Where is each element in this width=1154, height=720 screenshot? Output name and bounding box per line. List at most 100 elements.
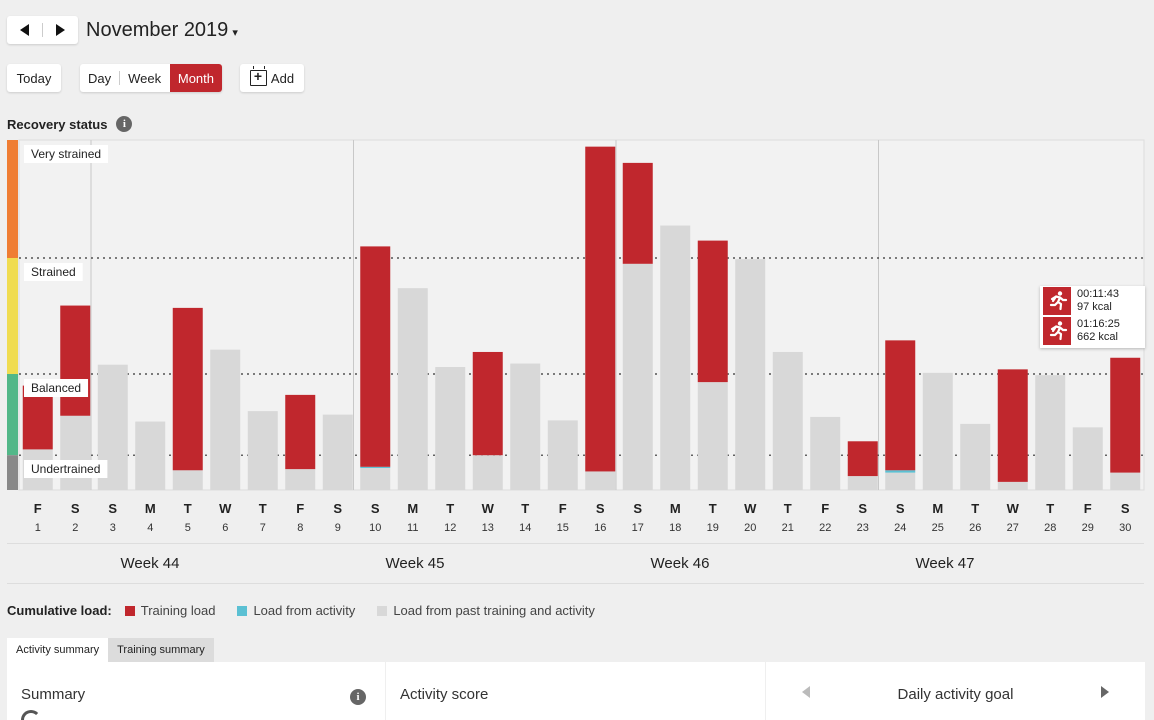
day-letter: S [633,501,642,516]
summary-title: Summary [21,686,86,703]
bar-past [1072,427,1103,490]
tooltip-row[interactable]: 01:16:25 662 kcal [1040,316,1145,346]
bar-past [922,372,953,490]
tooltip-kcal: 662 kcal [1077,331,1118,343]
zone-label: Strained [31,265,76,279]
day-letter: S [596,501,605,516]
day-number: 22 [819,522,831,534]
divider [42,23,43,37]
day-letter: T [259,501,267,516]
bar-past [1110,472,1141,490]
bar-past [960,423,991,490]
day-letter: T [971,501,979,516]
legend-label-training: Training load [140,603,216,618]
tooltip-kcal: 97 kcal [1077,301,1112,313]
bar-training [697,240,728,383]
info-icon[interactable]: i [116,116,133,132]
day-number: 30 [1119,522,1131,534]
bar-training [172,307,203,471]
day-letter: M [670,501,681,516]
month-view-button[interactable]: Month [169,64,222,92]
day-letter: T [184,501,192,516]
day-letter: M [145,501,156,516]
info-icon[interactable]: i [350,689,366,705]
arrow-right-icon [56,24,65,36]
bar-training [997,369,1028,482]
day-number: 24 [894,522,906,534]
day-letter: W [219,501,232,516]
tab-training-summary[interactable]: Training summary [108,638,214,662]
day-number: 28 [1044,522,1056,534]
bar-training [885,340,916,471]
view-switcher: Day Week Month [80,64,222,92]
day-number: 4 [147,522,153,534]
day-number: 15 [557,522,569,534]
bar-past [60,415,91,490]
week-label: Week 46 [651,555,710,572]
next-month-button[interactable] [43,16,78,44]
legend-swatch-past [377,605,388,616]
day-letter: S [108,501,117,516]
day-letter: T [521,501,529,516]
legend-swatch-training [124,605,135,616]
day-number: 29 [1082,522,1094,534]
day-view-button[interactable]: Day [88,70,112,86]
zone-label: Very strained [31,147,101,161]
day-number: 19 [707,522,719,534]
day-number: 11 [407,522,418,534]
day-letter: M [407,501,418,516]
prev-month-button[interactable] [7,16,42,44]
day-letter: S [333,501,342,516]
zone-label-bg [24,263,83,281]
week-view-button[interactable]: Week [128,70,162,86]
bar-past [885,472,916,490]
bar-past [847,476,878,490]
zone-label-bg [24,460,108,478]
bar-past [435,367,466,490]
plot-area [18,139,1145,491]
divider [7,583,1144,584]
recovery-status-title: Recovery status [7,116,108,132]
calendar-add-icon [249,66,267,86]
day-number: 6 [222,522,228,534]
bar-past [210,349,241,490]
summary-panel: Summary i [7,662,385,720]
day-number: 18 [669,522,681,534]
day-letter: T [446,501,454,516]
legend-label-activity: Load from activity [253,603,356,618]
bar-training [60,305,91,416]
tab-activity-summary[interactable]: Activity summary [7,638,109,662]
bar-past [360,467,391,490]
arrow-left-icon[interactable] [802,686,810,698]
bar-training [472,351,503,456]
day-letter: F [559,501,567,516]
bar-past [247,411,278,490]
tooltip-duration: 00:11:43 [1077,288,1120,300]
add-label: Add [270,70,295,86]
arrow-right-icon[interactable] [1101,686,1109,698]
zone-strip [7,374,18,456]
tooltip-row[interactable]: 00:11:43 97 kcal [1040,286,1145,316]
legend-title: Cumulative load: [7,603,112,618]
loading-spinner-icon [21,710,41,720]
bar-past [172,470,203,490]
bar-training [360,246,391,467]
bar-past [585,471,616,490]
day-number: 5 [185,522,191,534]
day-number: 26 [969,522,981,534]
recovery-chart: Very strained Strained Balanced Undertraine… [7,139,1145,572]
day-letter: T [709,501,717,516]
day-letter: W [482,501,495,516]
day-letter: T [1046,501,1054,516]
day-letter: S [858,501,867,516]
add-button[interactable]: Add [240,64,304,92]
zone-label: Balanced [31,381,81,395]
daily-goal-panel: Daily activity goal [766,662,1145,720]
today-button[interactable]: Today [7,64,61,92]
week-label: Week 44 [121,555,180,572]
month-selector[interactable]: November 2019 ▾ [86,19,238,42]
day-number: 2 [72,522,78,534]
legend-swatch-activity [237,605,248,616]
day-number: 9 [335,522,341,534]
day-number: 16 [594,522,606,534]
